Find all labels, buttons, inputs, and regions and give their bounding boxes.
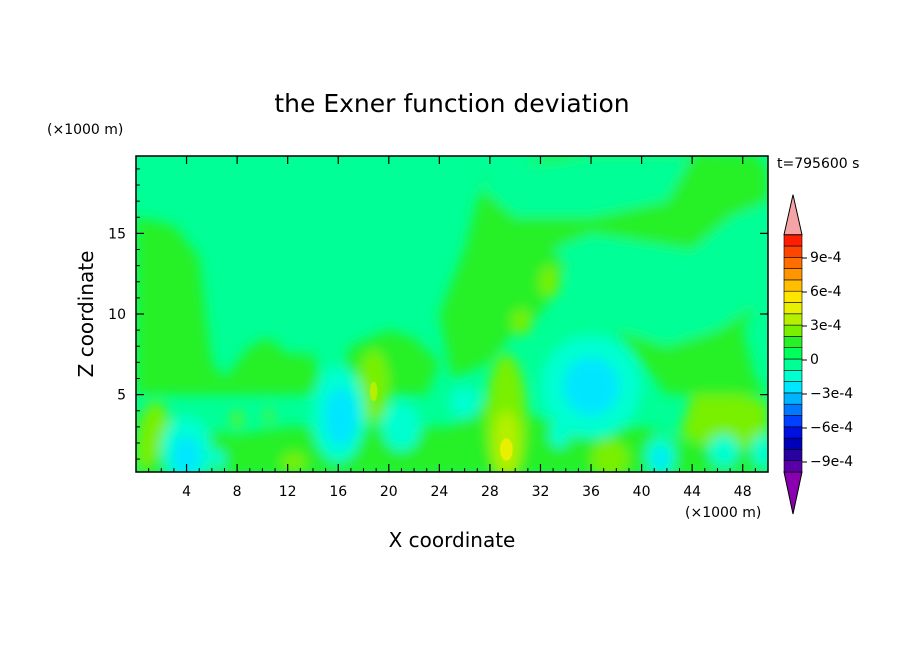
negative-region: [563, 357, 619, 416]
negative-region: [210, 449, 226, 469]
positive-region: [679, 394, 768, 452]
positive-region: [264, 409, 273, 423]
positive-region: [136, 402, 174, 468]
x-tick-label: 20: [380, 484, 398, 500]
colorbar-max-arrow: [783, 194, 803, 236]
positive-region: [500, 438, 513, 461]
colorbar: [783, 194, 807, 515]
colorbar-min-arrow: [783, 471, 803, 515]
colorbar-label: 0: [810, 352, 819, 368]
colorbar-swatch: [783, 369, 803, 382]
colorbar-swatch: [783, 347, 803, 360]
positive-region: [369, 381, 378, 402]
colorbar-swatch: [783, 324, 803, 337]
x-tick-label: 36: [582, 484, 600, 500]
field-contour-details: [369, 381, 513, 461]
x-axis-ticks: 4 8 12 16 20 24 28 32 36 40 44 48: [148, 156, 756, 500]
colorbar-label: −6e-4: [810, 420, 853, 436]
x-tick-label: 4: [182, 484, 191, 500]
negative-region: [382, 402, 421, 452]
positive-region: [281, 452, 307, 472]
chart-title: the Exner function deviation: [274, 89, 629, 118]
colorbar-label: −9e-4: [810, 454, 853, 470]
y-unit-label: (×1000 m): [47, 122, 123, 138]
colorbar-swatch: [783, 234, 803, 247]
colorbar-swatch: [783, 426, 803, 439]
positive-region: [232, 410, 243, 427]
x-tick-label: 44: [683, 484, 701, 500]
colorbar-label: −3e-4: [810, 386, 853, 402]
colorbar-swatch: [783, 437, 803, 450]
y-tick-label: 10: [108, 307, 126, 323]
negative-region: [449, 386, 480, 419]
colorbar-swatch: [783, 302, 803, 315]
negative-region: [549, 422, 570, 448]
colorbar-swatch: [783, 245, 803, 258]
colorbar-label: 6e-4: [810, 284, 842, 300]
field-contour-regions: [136, 156, 768, 472]
x-axis-label: X coordinate: [389, 528, 516, 552]
negative-region: [708, 434, 739, 468]
contour-plot-area: [136, 156, 768, 472]
colorbar-swatch: [783, 449, 803, 461]
x-unit-label: (×1000 m): [685, 505, 761, 521]
colorbar-swatch: [783, 358, 803, 371]
colorbar-swatch: [783, 460, 803, 473]
time-label: t=795600 s: [777, 156, 859, 172]
colorbar-label: 3e-4: [810, 318, 842, 334]
x-tick-label: 12: [279, 484, 297, 500]
x-tick-label: 32: [532, 484, 550, 500]
y-axis-label: Z coordinate: [74, 251, 98, 378]
x-tick-label: 28: [481, 484, 499, 500]
negative-region: [324, 388, 358, 447]
colorbar-swatch: [783, 290, 803, 303]
positive-region: [511, 309, 532, 335]
colorbar-swatch: [783, 313, 803, 326]
positive-region: [591, 439, 629, 472]
colorbar-swatch: [783, 336, 803, 348]
x-tick-label: 40: [633, 484, 651, 500]
colorbar-swatch: [783, 279, 803, 292]
colorbar-swatch: [783, 403, 803, 416]
y-tick-label: 15: [108, 226, 126, 242]
colorbar-swatch: [783, 256, 803, 269]
x-tick-label: 16: [329, 484, 347, 500]
x-tick-label: 24: [430, 484, 448, 500]
neutral-region: [477, 156, 693, 218]
positive-region: [136, 217, 326, 395]
positive-region: [539, 265, 560, 298]
negative-region: [652, 449, 669, 469]
y-tick-label: 5: [117, 388, 126, 404]
negative-region: [751, 434, 768, 468]
x-tick-label: 8: [233, 484, 242, 500]
x-tick-label: 48: [734, 484, 752, 500]
colorbar-swatch: [783, 392, 803, 405]
negative-region: [172, 436, 201, 472]
neutral-region: [553, 201, 768, 347]
colorbar-label: 9e-4: [810, 250, 842, 266]
colorbar-labels: 9e-4 6e-4 3e-4 0 −3e-4 −6e-4 −9e-4: [810, 250, 853, 470]
y-axis-ticks: 5 10 15: [108, 168, 768, 460]
colorbar-swatch: [783, 381, 803, 394]
colorbar-swatch: [783, 415, 803, 428]
colorbar-swatch: [783, 268, 803, 281]
